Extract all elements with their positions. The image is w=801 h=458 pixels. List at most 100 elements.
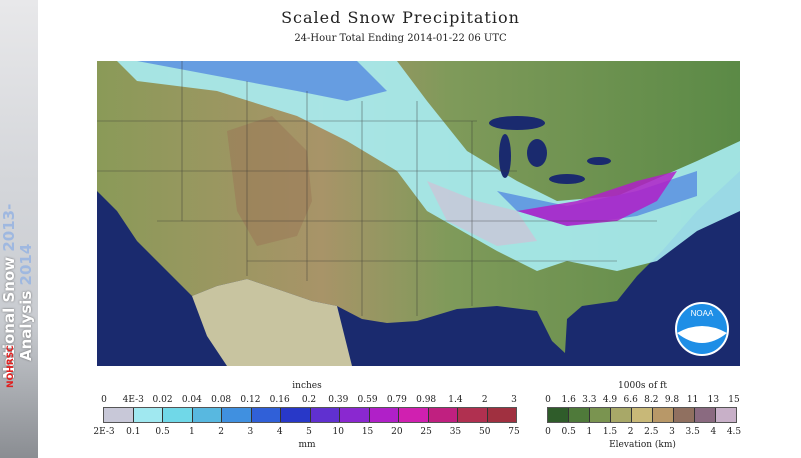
elevation-color-swatch <box>548 408 569 422</box>
mountain-area <box>227 116 312 246</box>
precip-mm-tick: 35 <box>449 427 462 437</box>
precip-color-swatch <box>163 408 193 422</box>
precip-inches-tick: 0.98 <box>416 395 437 405</box>
precip-mm-tick: 10 <box>332 427 345 437</box>
elevation-color-swatch <box>632 408 653 422</box>
elevation-color-swatch <box>674 408 695 422</box>
precip-mm-tick: 4 <box>276 427 283 437</box>
precip-color-swatch <box>251 408 281 422</box>
elevation-ft-tick: 15 <box>728 395 740 405</box>
precip-color-swatch <box>458 408 488 422</box>
precip-mm-tick: 75 <box>508 427 520 437</box>
elevation-ft-tick: 3.3 <box>582 395 597 405</box>
elevation-ft-tick: 13 <box>707 395 720 405</box>
elevation-km-tick: 0 <box>545 427 551 437</box>
elevation-ft-tick: 0 <box>545 395 551 405</box>
precip-color-swatch <box>369 408 399 422</box>
precip-mm-tick: 15 <box>361 427 374 437</box>
elevation-color-swatch <box>611 408 632 422</box>
elevation-legend-ft-label: 1000s of ft <box>618 381 667 391</box>
elevation-ft-tick: 6.6 <box>623 395 638 405</box>
precip-inches-tick: 3 <box>511 395 517 405</box>
sidebar-title-line2: Analysis <box>17 290 35 361</box>
precip-inches-ticks: 0 4E-3 0.02 0.04 0.08 0.12 0.16 0.2 0.39 0.59 0.79… <box>101 395 517 407</box>
svg-text:NOAA: NOAA <box>691 309 714 318</box>
precip-color-swatch <box>104 408 134 422</box>
precip-color-swatch <box>133 408 163 422</box>
precip-color-swatch <box>310 408 340 422</box>
noaa-logo: NOAA <box>675 302 729 356</box>
elevation-km-tick: 2.5 <box>644 427 659 437</box>
precip-color-swatch <box>428 408 458 422</box>
precip-mm-ticks: 2E-3 0.1 0.5 1 2 3 4 5 10 15 20 25 35 50 75 <box>93 427 519 439</box>
precip-color-swatch <box>222 408 252 422</box>
precip-inches-tick: 0 <box>101 395 107 405</box>
precip-mm-tick: 25 <box>420 427 432 437</box>
precip-inches-tick: 0.79 <box>386 395 407 405</box>
elevation-km-tick: 2 <box>627 427 634 437</box>
elevation-km-tick: 1.5 <box>602 427 618 437</box>
sidebar-banner: National Snow 2013- Analysis 2014 NOHRSC <box>0 0 38 458</box>
precip-inches-tick: 0.12 <box>240 395 261 405</box>
precip-mm-tick: 50 <box>478 427 491 437</box>
elevation-ft-tick: 4.9 <box>602 395 618 405</box>
precip-inches-tick: 0.08 <box>211 395 232 405</box>
precip-color-bar <box>103 407 517 423</box>
sidebar-year-1: 2013- <box>0 203 18 252</box>
elevation-legend-km-label: Elevation (km) <box>609 440 676 450</box>
elevation-color-swatch <box>569 408 590 422</box>
precip-color-swatch <box>192 408 222 422</box>
precip-color-swatch <box>487 408 516 422</box>
snow-band-heavy <box>517 171 677 226</box>
map-subtitle: 24-Hour Total Ending 2014-01-22 06 UTC <box>294 33 507 44</box>
sidebar-year-2: 2014 <box>17 243 35 286</box>
precip-mm-tick: 5 <box>306 427 312 437</box>
precip-legend-mm-label: mm <box>298 440 316 450</box>
elevation-ft-tick: 8.2 <box>644 395 659 405</box>
nohrsc-logo: NOHRSC <box>6 345 16 388</box>
precip-mm-tick: 2E-3 <box>93 427 115 437</box>
elevation-km-tick: 3 <box>669 427 675 437</box>
snow-band-grey <box>427 181 537 246</box>
precip-inches-tick: 2 <box>481 395 488 405</box>
precip-mm-tick: 1 <box>188 427 195 437</box>
elevation-color-swatch <box>590 408 611 422</box>
precip-color-swatch <box>399 408 429 422</box>
elevation-ft-ticks: 0 1.6 3.3 4.9 6.6 8.2 9.8 11 13 15 <box>545 395 740 407</box>
precip-inches-tick: 0.2 <box>301 395 317 405</box>
precip-inches-tick: 1.4 <box>448 395 463 405</box>
precip-inches-tick: 4E-3 <box>122 395 144 405</box>
precip-inches-tick: 0.02 <box>152 395 173 405</box>
snow-band-blue <box>137 61 697 226</box>
elevation-color-bar <box>547 407 737 423</box>
sidebar-title: National Snow 2013- Analysis 2014 <box>0 59 39 379</box>
elevation-ft-tick: 9.8 <box>664 395 680 405</box>
elevation-color-swatch <box>695 408 716 422</box>
precip-inches-tick: 0.39 <box>328 395 349 405</box>
precip-inches-tick: 0.16 <box>269 395 290 405</box>
mexico-area <box>192 279 352 366</box>
elevation-ft-tick: 1.6 <box>561 395 576 405</box>
elevation-km-tick: 0.5 <box>561 427 576 437</box>
precip-mm-tick: 2 <box>218 427 225 437</box>
precip-mm-tick: 0.1 <box>126 427 141 437</box>
elevation-km-tick: 4 <box>710 427 717 437</box>
precip-inches-tick: 0.04 <box>181 395 202 405</box>
map-title: Scaled Snow Precipitation <box>281 8 520 27</box>
snow-precip-map: NOAA <box>97 61 740 366</box>
precip-inches-tick: 0.59 <box>357 395 378 405</box>
state-borders <box>97 61 657 316</box>
precip-color-swatch <box>281 408 311 422</box>
great-lakes <box>489 116 611 184</box>
precip-mm-tick: 0.5 <box>155 427 170 437</box>
precip-color-swatch <box>340 408 370 422</box>
elevation-km-tick: 3.5 <box>685 427 700 437</box>
elevation-km-ticks: 0 0.5 1 1.5 2 2.5 3 3.5 4 4.5 <box>545 427 741 439</box>
precip-mm-tick: 20 <box>391 427 403 437</box>
elevation-km-tick: 1 <box>586 427 593 437</box>
elevation-km-tick: 4.5 <box>726 427 742 437</box>
elevation-color-swatch <box>653 408 674 422</box>
precip-mm-tick: 3 <box>247 427 254 437</box>
elevation-color-swatch <box>716 408 736 422</box>
elevation-ft-tick: 11 <box>686 395 699 405</box>
